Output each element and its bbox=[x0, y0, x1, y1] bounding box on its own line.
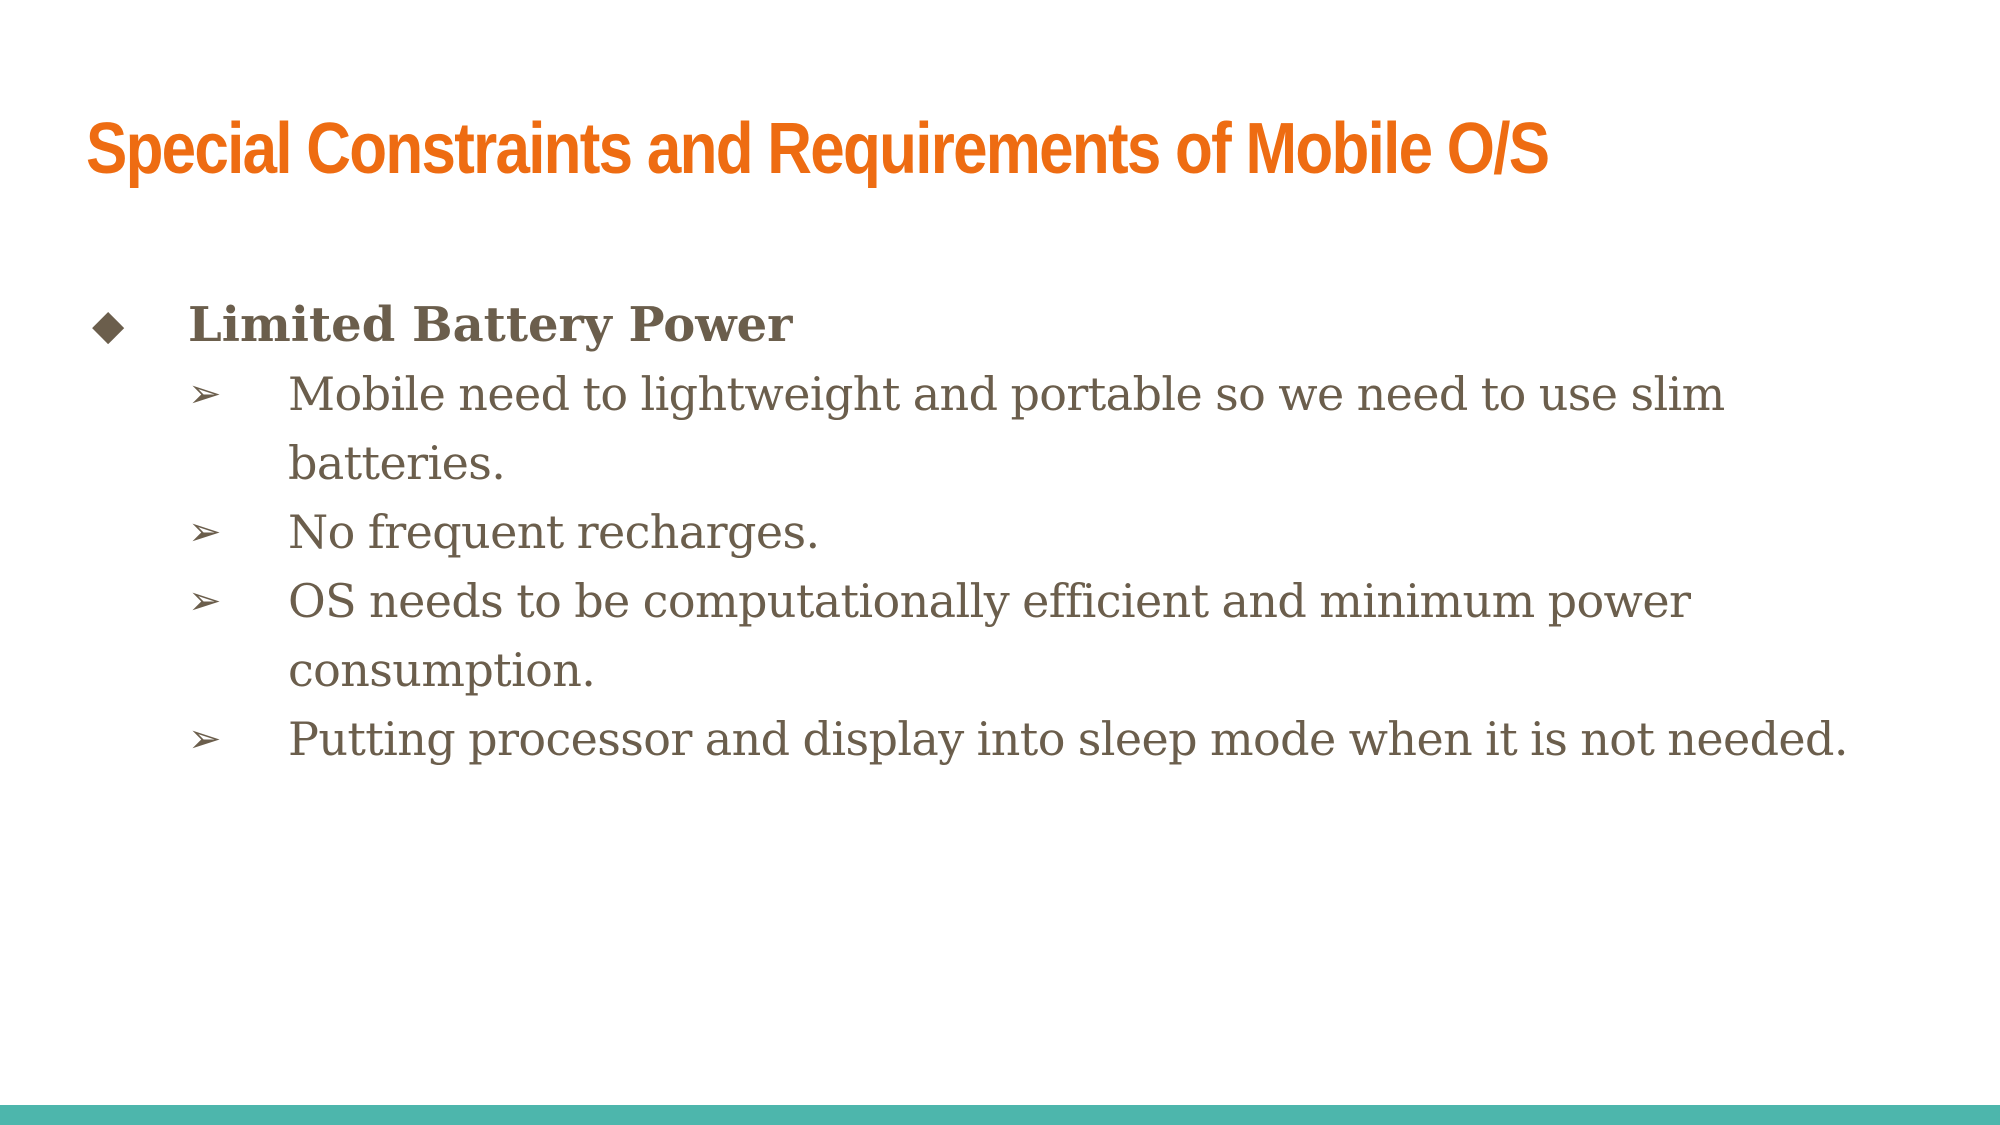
arrow-bullet-icon: ➢ bbox=[188, 371, 222, 417]
sub-bullet-list: ➢ Mobile need to lightweight and portabl… bbox=[86, 360, 1926, 774]
arrow-bullet-icon: ➢ bbox=[188, 509, 222, 555]
list-item: ➢ OS needs to be computationally efficie… bbox=[86, 567, 1928, 705]
diamond-bullet-icon: ◆ bbox=[92, 300, 125, 349]
footer-accent-bar bbox=[0, 1105, 2000, 1125]
bullet-heading-text: Limited Battery Power bbox=[188, 297, 793, 353]
list-item: ➢ Putting processor and display into sle… bbox=[86, 705, 1928, 774]
arrow-bullet-icon: ➢ bbox=[188, 578, 222, 624]
list-item-text: Putting processor and display into sleep… bbox=[288, 712, 1849, 766]
slide-body: ◆ Limited Battery Power ➢ Mobile need to… bbox=[86, 290, 1926, 774]
list-item: ➢ Mobile need to lightweight and portabl… bbox=[86, 360, 1928, 498]
list-item-text: OS needs to be computationally efficient… bbox=[288, 574, 1691, 697]
slide-title: Special Constraints and Requirements of … bbox=[86, 109, 1550, 189]
list-item: ➢ No frequent recharges. bbox=[86, 498, 1928, 567]
bullet-heading: ◆ Limited Battery Power bbox=[86, 290, 1926, 360]
list-item-text: No frequent recharges. bbox=[288, 505, 820, 559]
list-item-text: Mobile need to lightweight and portable … bbox=[288, 367, 1725, 490]
arrow-bullet-icon: ➢ bbox=[188, 716, 222, 762]
